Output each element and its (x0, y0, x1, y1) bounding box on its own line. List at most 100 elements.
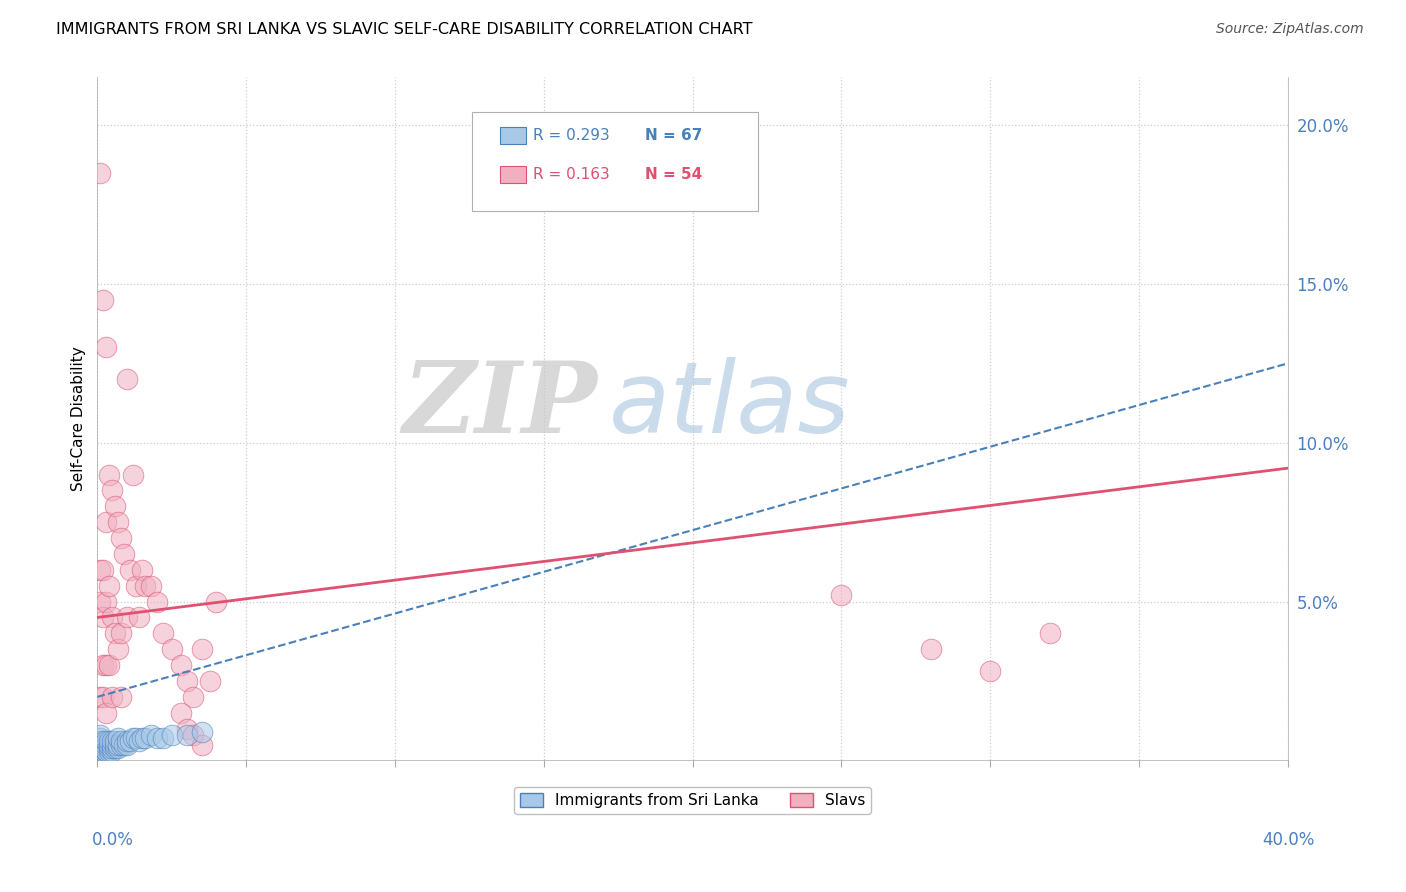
Point (89, 740, 111, 755)
Point (125, 579, 148, 593)
Point (91, 744, 114, 758)
Point (139, 579, 162, 593)
Point (107, 731, 129, 746)
Point (98, 738, 121, 752)
Point (91, 740, 114, 755)
Point (91, 747, 114, 761)
Point (152, 731, 174, 746)
Point (110, 738, 132, 752)
Point (98, 744, 121, 758)
Point (91, 734, 114, 748)
Point (89, 744, 111, 758)
Point (115, 738, 138, 752)
Point (91, 563, 114, 577)
Point (128, 610, 150, 624)
Point (89, 747, 111, 761)
Point (98, 579, 121, 593)
Point (89, 744, 111, 758)
FancyBboxPatch shape (472, 112, 758, 211)
Point (89, 731, 111, 746)
Point (89, 728, 111, 742)
Point (96, 341, 118, 355)
Bar (499, 166, 526, 183)
Point (134, 731, 156, 746)
Point (89, 166, 111, 180)
Point (146, 731, 169, 746)
Point (96, 744, 118, 758)
Point (101, 610, 124, 624)
Point (89, 750, 111, 764)
Point (122, 731, 145, 746)
Point (96, 740, 118, 755)
Point (104, 626, 127, 640)
Point (96, 658, 118, 673)
Point (98, 740, 121, 755)
Point (89, 690, 111, 704)
Point (176, 728, 198, 742)
Point (120, 563, 142, 577)
Point (91, 750, 114, 764)
Point (91, 690, 114, 704)
Text: atlas: atlas (609, 357, 851, 454)
Point (89, 744, 111, 758)
Point (112, 738, 135, 752)
Point (96, 515, 118, 529)
Point (89, 750, 111, 764)
Point (89, 594, 111, 608)
Point (101, 744, 124, 758)
Point (200, 673, 222, 688)
Point (96, 734, 118, 748)
Point (91, 610, 114, 624)
Point (190, 738, 212, 752)
Point (98, 734, 121, 748)
Point (89, 747, 111, 761)
Text: R = 0.293: R = 0.293 (533, 128, 610, 143)
Point (89, 740, 111, 755)
Point (831, 588, 853, 602)
Point (160, 728, 183, 742)
Point (979, 665, 1001, 679)
Point (91, 293, 114, 307)
Point (96, 744, 118, 758)
Point (101, 734, 124, 748)
Point (190, 642, 212, 657)
Point (110, 626, 132, 640)
Text: IMMIGRANTS FROM SRI LANKA VS SLAVIC SELF-CARE DISABILITY CORRELATION CHART: IMMIGRANTS FROM SRI LANKA VS SLAVIC SELF… (56, 22, 752, 37)
Point (104, 734, 127, 748)
Point (91, 738, 114, 752)
Point (89, 747, 111, 761)
Point (89, 740, 111, 755)
Text: Source: ZipAtlas.com: Source: ZipAtlas.com (1216, 22, 1364, 37)
Text: R = 0.163: R = 0.163 (533, 167, 610, 182)
Point (120, 734, 142, 748)
Point (89, 563, 111, 577)
Point (139, 728, 162, 742)
Point (176, 722, 198, 736)
Point (128, 734, 150, 748)
Point (107, 642, 129, 657)
Point (170, 706, 193, 720)
Point (181, 690, 204, 704)
Point (1039, 626, 1062, 640)
Point (190, 724, 212, 739)
Y-axis label: Self-Care Disability: Self-Care Disability (72, 346, 86, 491)
Bar (499, 128, 526, 145)
Text: ZIP: ZIP (402, 357, 598, 453)
Point (107, 515, 129, 529)
Point (89, 747, 111, 761)
Text: N = 54: N = 54 (645, 167, 702, 182)
Point (101, 740, 124, 755)
Point (170, 658, 193, 673)
Point (89, 744, 111, 758)
Point (920, 642, 942, 657)
Point (152, 626, 174, 640)
Point (110, 734, 132, 748)
Point (96, 706, 118, 720)
Point (107, 740, 129, 755)
Point (205, 594, 228, 608)
Point (101, 738, 124, 752)
Point (110, 690, 132, 704)
Point (104, 740, 127, 755)
Point (89, 747, 111, 761)
Point (115, 610, 138, 624)
